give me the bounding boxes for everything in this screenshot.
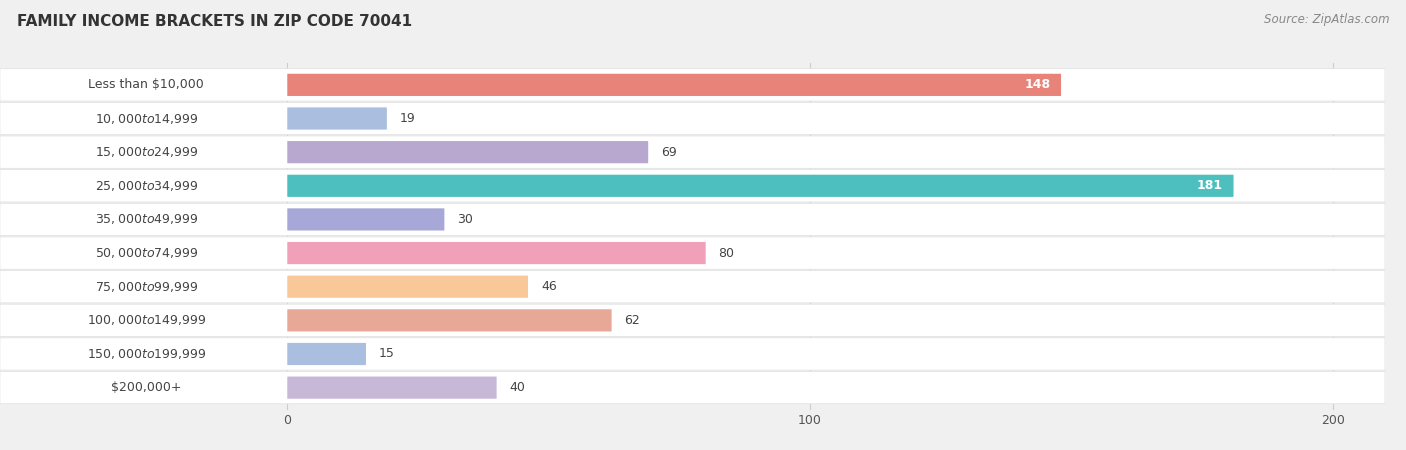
Text: 69: 69 bbox=[661, 146, 676, 159]
Text: $150,000 to $199,999: $150,000 to $199,999 bbox=[87, 347, 207, 361]
FancyBboxPatch shape bbox=[0, 237, 1385, 269]
FancyBboxPatch shape bbox=[10, 310, 283, 330]
Text: 40: 40 bbox=[509, 381, 526, 394]
FancyBboxPatch shape bbox=[10, 277, 283, 297]
FancyBboxPatch shape bbox=[10, 378, 283, 397]
FancyBboxPatch shape bbox=[10, 176, 283, 196]
Text: 19: 19 bbox=[399, 112, 416, 125]
Text: 181: 181 bbox=[1197, 179, 1223, 192]
Text: FAMILY INCOME BRACKETS IN ZIP CODE 70041: FAMILY INCOME BRACKETS IN ZIP CODE 70041 bbox=[17, 14, 412, 28]
FancyBboxPatch shape bbox=[10, 75, 283, 95]
Text: 80: 80 bbox=[718, 247, 734, 260]
FancyBboxPatch shape bbox=[0, 170, 1385, 202]
FancyBboxPatch shape bbox=[0, 372, 1385, 404]
FancyBboxPatch shape bbox=[10, 344, 283, 364]
Text: Source: ZipAtlas.com: Source: ZipAtlas.com bbox=[1264, 14, 1389, 27]
Text: $25,000 to $34,999: $25,000 to $34,999 bbox=[94, 179, 198, 193]
FancyBboxPatch shape bbox=[287, 208, 444, 230]
Text: 46: 46 bbox=[541, 280, 557, 293]
FancyBboxPatch shape bbox=[287, 108, 387, 130]
FancyBboxPatch shape bbox=[10, 108, 283, 128]
FancyBboxPatch shape bbox=[0, 338, 1385, 370]
FancyBboxPatch shape bbox=[0, 69, 1385, 101]
Text: $15,000 to $24,999: $15,000 to $24,999 bbox=[94, 145, 198, 159]
FancyBboxPatch shape bbox=[10, 142, 283, 162]
FancyBboxPatch shape bbox=[10, 243, 283, 263]
FancyBboxPatch shape bbox=[287, 275, 529, 298]
FancyBboxPatch shape bbox=[287, 141, 648, 163]
Text: $200,000+: $200,000+ bbox=[111, 381, 181, 394]
FancyBboxPatch shape bbox=[10, 210, 283, 230]
FancyBboxPatch shape bbox=[287, 343, 366, 365]
Text: Less than $10,000: Less than $10,000 bbox=[89, 78, 204, 91]
FancyBboxPatch shape bbox=[0, 304, 1385, 337]
Text: 30: 30 bbox=[457, 213, 474, 226]
Text: $75,000 to $99,999: $75,000 to $99,999 bbox=[94, 280, 198, 294]
Text: $10,000 to $14,999: $10,000 to $14,999 bbox=[94, 112, 198, 126]
FancyBboxPatch shape bbox=[287, 377, 496, 399]
Text: $100,000 to $149,999: $100,000 to $149,999 bbox=[87, 313, 207, 327]
FancyBboxPatch shape bbox=[0, 102, 1385, 135]
Text: $35,000 to $49,999: $35,000 to $49,999 bbox=[94, 212, 198, 226]
Text: $50,000 to $74,999: $50,000 to $74,999 bbox=[94, 246, 198, 260]
FancyBboxPatch shape bbox=[287, 242, 706, 264]
Text: 15: 15 bbox=[378, 347, 395, 360]
FancyBboxPatch shape bbox=[287, 309, 612, 332]
FancyBboxPatch shape bbox=[287, 175, 1233, 197]
FancyBboxPatch shape bbox=[0, 136, 1385, 168]
FancyBboxPatch shape bbox=[0, 203, 1385, 236]
Text: 62: 62 bbox=[624, 314, 640, 327]
FancyBboxPatch shape bbox=[0, 270, 1385, 303]
FancyBboxPatch shape bbox=[287, 74, 1062, 96]
Text: 148: 148 bbox=[1025, 78, 1050, 91]
